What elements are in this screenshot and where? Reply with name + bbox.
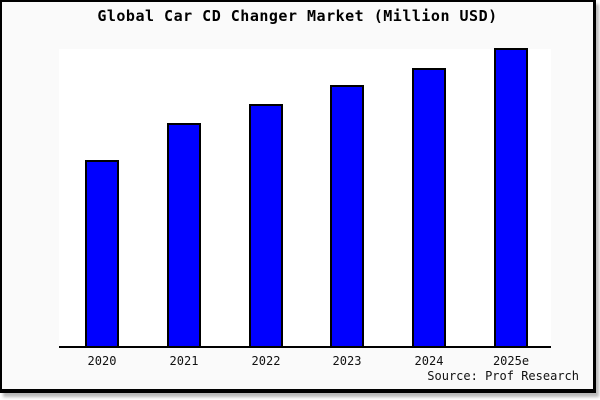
bar-2023 [330,85,364,346]
bar-2022 [249,104,283,346]
x-axis-label-2025e: 2025e [492,354,530,368]
chart-title: Global Car CD Changer Market (Million US… [97,7,498,25]
x-axis-label-2022: 2022 [251,354,281,368]
bar-2025e [494,48,528,346]
source-label: Source: Prof Research [427,369,579,383]
bar-2021 [167,123,201,346]
bar-2020 [85,160,119,346]
plot-area [59,48,551,348]
chart-frame: Global Car CD Changer Market (Million US… [0,0,596,393]
x-axis-label-2021: 2021 [169,354,199,368]
x-axis-label-2023: 2023 [332,354,362,368]
x-axis-label-2024: 2024 [414,354,444,368]
bar-2024 [412,68,446,346]
x-axis-label-2020: 2020 [87,354,117,368]
